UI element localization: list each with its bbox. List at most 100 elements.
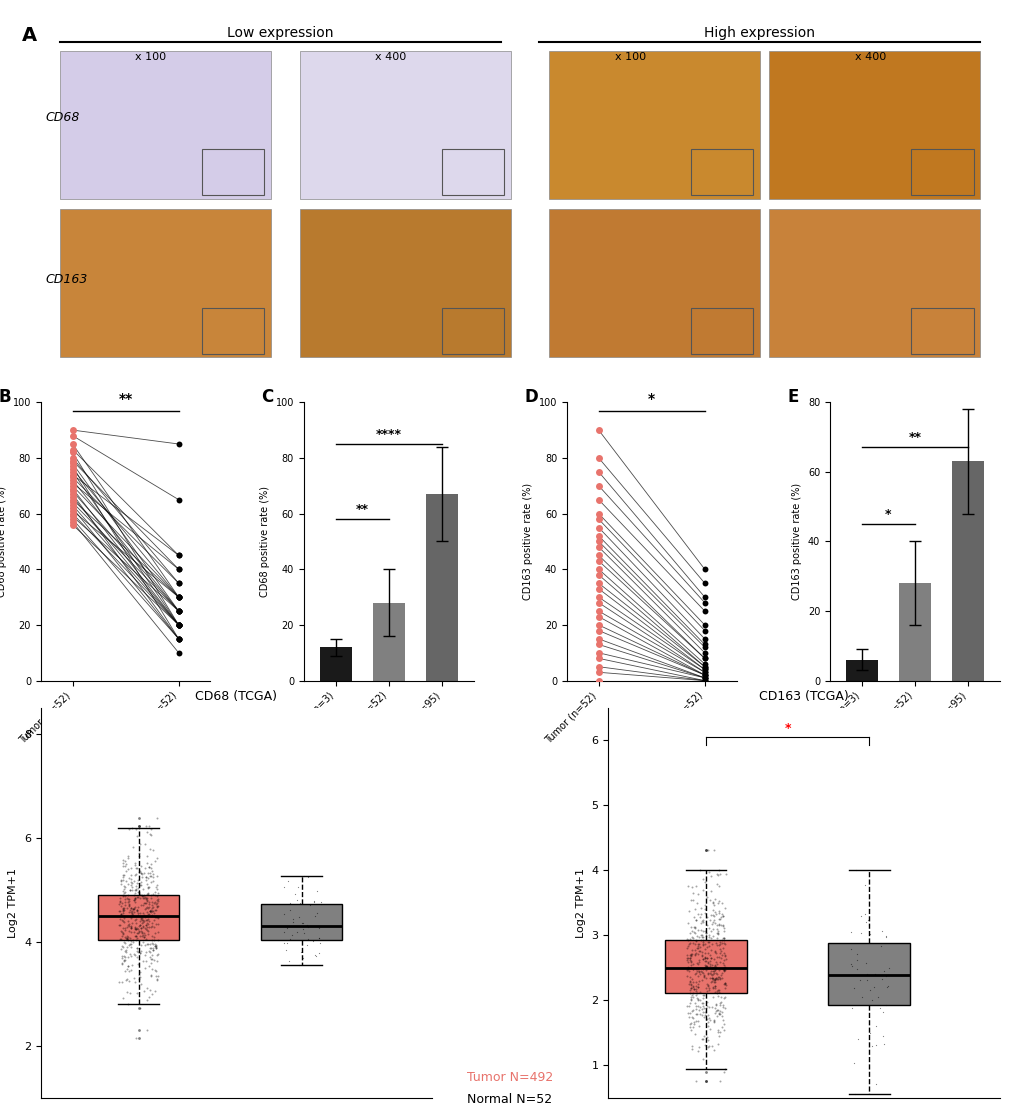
Point bbox=[690, 1017, 706, 1035]
Point bbox=[113, 906, 129, 924]
Point bbox=[128, 902, 145, 920]
Point bbox=[150, 907, 166, 925]
Point bbox=[688, 939, 704, 956]
Point bbox=[136, 904, 152, 922]
Point bbox=[681, 968, 697, 986]
Point bbox=[130, 922, 147, 940]
Point bbox=[590, 650, 606, 668]
Point bbox=[857, 913, 873, 931]
Point bbox=[142, 840, 158, 858]
Point bbox=[698, 926, 714, 944]
Point bbox=[694, 964, 710, 982]
Point bbox=[124, 914, 141, 932]
Point bbox=[682, 953, 698, 971]
Point bbox=[137, 925, 153, 943]
Point bbox=[149, 970, 165, 988]
Point bbox=[129, 827, 146, 844]
Point bbox=[710, 936, 727, 954]
Point bbox=[127, 911, 144, 928]
Y-axis label: CD163 positive rate (%): CD163 positive rate (%) bbox=[792, 483, 802, 600]
Point bbox=[64, 444, 81, 461]
Point bbox=[145, 868, 161, 886]
Point bbox=[135, 896, 151, 914]
Point bbox=[694, 1029, 710, 1047]
Point bbox=[139, 853, 155, 871]
Point bbox=[143, 954, 159, 972]
Point bbox=[698, 993, 714, 1011]
Point bbox=[706, 942, 722, 960]
Point bbox=[125, 898, 142, 916]
Point bbox=[139, 899, 155, 917]
Point bbox=[698, 958, 714, 976]
Point bbox=[150, 945, 166, 963]
Point bbox=[170, 629, 186, 647]
Point bbox=[133, 887, 150, 905]
Point bbox=[149, 879, 165, 897]
Point bbox=[678, 997, 694, 1015]
Point bbox=[290, 956, 307, 974]
Point bbox=[124, 905, 141, 923]
Point bbox=[684, 1018, 700, 1036]
Point bbox=[699, 933, 715, 951]
Point bbox=[122, 935, 139, 953]
Point bbox=[117, 896, 133, 914]
Point bbox=[699, 1038, 715, 1056]
Point bbox=[689, 997, 705, 1015]
Point bbox=[699, 1017, 715, 1035]
Point bbox=[135, 926, 151, 944]
Point bbox=[309, 883, 325, 900]
Point bbox=[276, 905, 292, 923]
Point bbox=[170, 644, 186, 662]
Point bbox=[685, 923, 701, 941]
Point bbox=[289, 878, 306, 896]
Point bbox=[115, 912, 131, 930]
Point bbox=[139, 917, 155, 935]
Point bbox=[141, 818, 157, 836]
Point bbox=[715, 974, 732, 992]
Point bbox=[693, 971, 709, 989]
Point bbox=[688, 997, 704, 1015]
Point bbox=[696, 650, 712, 668]
Point bbox=[849, 1029, 865, 1047]
Text: *: * bbox=[647, 392, 654, 407]
Point bbox=[687, 1025, 703, 1043]
Point bbox=[144, 984, 160, 1002]
Point bbox=[711, 970, 728, 988]
Point bbox=[119, 927, 136, 945]
Point bbox=[679, 914, 695, 932]
Point bbox=[170, 491, 186, 508]
Point bbox=[694, 927, 710, 945]
Point bbox=[686, 964, 702, 982]
Point bbox=[709, 867, 726, 885]
Point bbox=[308, 904, 324, 922]
Point bbox=[711, 1001, 728, 1019]
FancyBboxPatch shape bbox=[548, 50, 759, 198]
Point bbox=[704, 906, 720, 924]
Point bbox=[695, 999, 711, 1017]
Point bbox=[133, 923, 150, 941]
Point bbox=[712, 942, 729, 960]
Point bbox=[127, 866, 144, 884]
Point bbox=[683, 918, 699, 936]
Point bbox=[170, 603, 186, 620]
Point bbox=[136, 927, 152, 945]
Point bbox=[861, 925, 877, 943]
Point bbox=[126, 969, 143, 987]
Point bbox=[139, 822, 155, 840]
Y-axis label: Log2 TPM+1: Log2 TPM+1 bbox=[8, 868, 18, 937]
Point bbox=[123, 874, 140, 892]
Point bbox=[706, 973, 722, 991]
Point bbox=[711, 940, 728, 958]
Point bbox=[296, 924, 312, 942]
Point bbox=[696, 657, 712, 675]
Point bbox=[140, 878, 156, 896]
Point bbox=[689, 962, 705, 980]
Point bbox=[590, 552, 606, 570]
Point bbox=[145, 865, 161, 883]
Text: E: E bbox=[787, 389, 798, 407]
Point bbox=[170, 588, 186, 606]
Point bbox=[693, 948, 709, 965]
Point bbox=[696, 672, 712, 690]
Point bbox=[683, 928, 699, 946]
Point bbox=[590, 421, 606, 439]
